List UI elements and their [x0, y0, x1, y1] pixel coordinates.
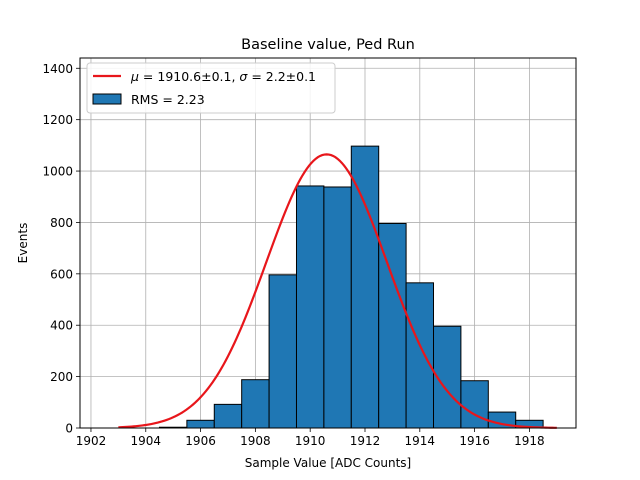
legend-sigma-text: = 2.2±0.1 — [247, 69, 316, 84]
histogram-bar — [213, 403, 243, 429]
histogram-bar — [268, 274, 297, 429]
histogram-bar — [241, 379, 270, 429]
x-tick-label: 1912 — [350, 434, 381, 448]
x-tick-label: 1914 — [405, 434, 436, 448]
y-tick-label: 0 — [65, 422, 73, 436]
legend-fit-label: μ = 1910.6±0.1, σ = 2.2±0.1 — [130, 69, 316, 84]
y-tick-label: 600 — [50, 267, 73, 281]
legend-box — [86, 62, 336, 114]
histogram-bar — [295, 185, 325, 429]
x-tick-label: 1910 — [295, 434, 326, 448]
y-tick-label: 1200 — [42, 113, 73, 127]
histogram-bar — [378, 222, 407, 429]
histogram-bar — [405, 282, 435, 429]
x-tick-label: 1906 — [185, 434, 216, 448]
legend-mu-symbol: μ — [130, 69, 139, 84]
x-axis-label: Sample Value [ADC Counts] — [245, 456, 411, 470]
y-tick-label: 800 — [50, 216, 73, 230]
x-tick-label: 1908 — [240, 434, 271, 448]
y-tick-label: 400 — [50, 319, 73, 333]
fit-curve-group — [118, 153, 557, 429]
legend-hist-label: RMS = 2.23 — [131, 92, 205, 107]
x-axis-ticks: 1902 1904 1906 1908 1910 1912 1914 1916 1918 — [76, 428, 545, 448]
legend-mu-text: = 1910.6±0.1, — [139, 69, 239, 84]
gaussian-fit-curve — [118, 153, 557, 429]
x-tick-label: 1918 — [514, 434, 545, 448]
legend: μ = 1910.6±0.1, σ = 2.2±0.1 RMS = 2.23 — [86, 62, 336, 114]
y-tick-label: 200 — [50, 370, 73, 384]
histogram-bar — [460, 380, 489, 429]
y-axis-label: Events — [16, 223, 30, 264]
plot-frame — [79, 57, 577, 429]
histogram-bar — [186, 419, 215, 429]
histogram-bar — [323, 186, 352, 429]
legend-hist-swatch — [92, 93, 122, 105]
chart-title: Baseline value, Ped Run — [241, 37, 415, 53]
legend-sigma-symbol: σ — [239, 69, 248, 84]
x-tick-label: 1904 — [130, 434, 161, 448]
x-tick-label: 1916 — [459, 434, 490, 448]
y-axis-ticks: 0 200 400 600 800 1000 1200 1400 — [42, 62, 80, 436]
y-tick-label: 1000 — [42, 165, 73, 179]
y-tick-label: 1400 — [42, 62, 73, 76]
histogram-bar — [350, 145, 380, 429]
x-tick-label: 1902 — [76, 434, 107, 448]
histogram-bars — [158, 145, 544, 429]
